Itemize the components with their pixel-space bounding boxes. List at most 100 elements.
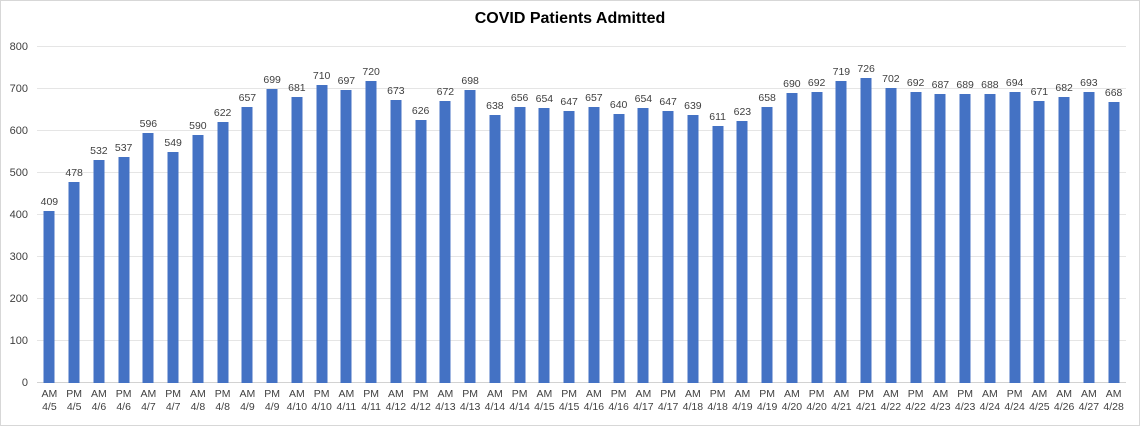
y-axis: 0 100 200 300 400 500 600 700 800	[1, 41, 31, 389]
x-tick-date: 4/27	[1078, 401, 1100, 413]
x-tick-label: PM 4/23	[953, 388, 978, 415]
bar	[811, 92, 823, 383]
bar	[860, 78, 872, 383]
bar	[217, 121, 229, 383]
x-tick-date: 4/8	[190, 401, 206, 413]
bar	[910, 92, 922, 383]
x-tick-period: AM	[586, 388, 602, 400]
bar-value-label: 638	[486, 100, 504, 113]
bar	[538, 108, 550, 383]
bar-value-label: 647	[560, 96, 578, 109]
gridline	[37, 46, 1126, 47]
bar	[489, 115, 501, 383]
bar-column: 687	[928, 47, 953, 383]
bar-value-label: 647	[659, 96, 677, 109]
x-tick-date: 4/17	[633, 401, 654, 413]
bar-value-label: 657	[585, 92, 603, 105]
bar	[959, 93, 971, 383]
bar	[316, 84, 328, 383]
bar-value-label: 640	[609, 99, 628, 112]
x-tick-period: PM	[660, 388, 676, 400]
x-tick-period: PM	[808, 388, 825, 400]
x-tick-label: PM 4/12	[408, 388, 433, 415]
x-tick-label: AM 4/22	[879, 388, 904, 415]
x-tick-label: PM 4/8	[210, 388, 235, 415]
gridline	[37, 172, 1126, 173]
bar-value-label: 537	[114, 142, 133, 155]
gridline	[37, 256, 1126, 257]
y-tick-label: 700	[9, 83, 28, 95]
bar	[835, 81, 847, 383]
x-tick-label: PM 4/6	[111, 388, 136, 415]
y-tick-label: 800	[9, 41, 28, 53]
y-tick-label: 500	[9, 167, 28, 179]
x-tick-date: 4/12	[410, 401, 431, 413]
bar-column: 710	[309, 47, 334, 383]
x-tick-label: PM 4/22	[903, 388, 928, 415]
bar-value-label: 689	[956, 78, 974, 91]
bar	[613, 114, 625, 383]
x-tick-period: PM	[1006, 388, 1023, 400]
x-tick-period: AM	[41, 388, 58, 400]
x-tick-period: PM	[412, 388, 429, 400]
x-tick-date: 4/15	[558, 401, 580, 413]
x-tick-date: 4/11	[336, 401, 357, 413]
x-tick-date: 4/17	[657, 401, 679, 413]
bar-value-label: 657	[238, 92, 257, 105]
bar	[241, 107, 253, 383]
x-tick-period: AM	[289, 388, 305, 400]
bar	[93, 159, 105, 383]
x-tick-date: 4/20	[781, 401, 803, 413]
bar-column: 658	[755, 47, 780, 383]
x-tick-label: AM 4/18	[681, 388, 706, 415]
x-tick-date: 4/26	[1053, 401, 1075, 413]
x-tick-period: AM	[982, 388, 998, 400]
x-tick-label: AM 4/15	[532, 388, 557, 415]
x-tick-period: AM	[536, 388, 553, 400]
x-tick-date: 4/13	[435, 401, 456, 413]
bar-value-label: 623	[733, 106, 752, 119]
x-tick-label: PM 4/9	[260, 388, 285, 415]
bar	[68, 182, 80, 383]
bar	[662, 111, 674, 383]
x-tick-label: PM 4/16	[606, 388, 631, 415]
bar-column: 657	[582, 47, 607, 383]
plot-area: 409 478 532 537 596 549 590 622 657 699 681 710 697 7…	[37, 46, 1126, 383]
x-tick-date: 4/14	[509, 401, 530, 413]
x-tick-period: PM	[462, 388, 478, 400]
x-tick-date: 4/5	[66, 401, 82, 413]
bar	[1083, 91, 1095, 383]
gridline	[37, 130, 1126, 131]
bar-value-label: 671	[1030, 86, 1049, 99]
x-tick-period: AM	[685, 388, 701, 400]
bar-value-label: 658	[758, 91, 776, 104]
x-tick-period: AM	[784, 388, 800, 400]
bar-column: 690	[780, 47, 805, 383]
bar-column: 640	[606, 47, 631, 383]
bar-value-label: 681	[288, 81, 306, 94]
bar-column: 623	[730, 47, 755, 383]
x-tick-label: AM 4/25	[1027, 388, 1052, 415]
bar-value-label: 710	[312, 69, 331, 82]
x-tick-label: AM 4/24	[978, 388, 1003, 415]
x-tick-period: PM	[214, 388, 231, 400]
x-tick-date: 4/15	[534, 401, 555, 413]
y-tick-label: 0	[21, 377, 28, 389]
bar	[1058, 96, 1070, 383]
x-tick-date: 4/13	[459, 401, 481, 413]
x-tick-date: 4/21	[831, 401, 852, 413]
x-tick-period: AM	[91, 388, 107, 400]
bar	[786, 93, 798, 383]
bar-column: 682	[1052, 47, 1077, 383]
bar-column: 622	[210, 47, 235, 383]
bar-value-label: 654	[634, 93, 653, 106]
bar	[266, 89, 278, 383]
x-tick-label: AM 4/14	[483, 388, 508, 415]
bar-value-label: 690	[783, 78, 801, 91]
bar	[1033, 101, 1045, 383]
bar-column: 590	[186, 47, 211, 383]
x-tick-period: AM	[1081, 388, 1097, 400]
bar	[761, 106, 773, 383]
x-tick-period: PM	[858, 388, 874, 400]
bar	[1009, 91, 1021, 383]
